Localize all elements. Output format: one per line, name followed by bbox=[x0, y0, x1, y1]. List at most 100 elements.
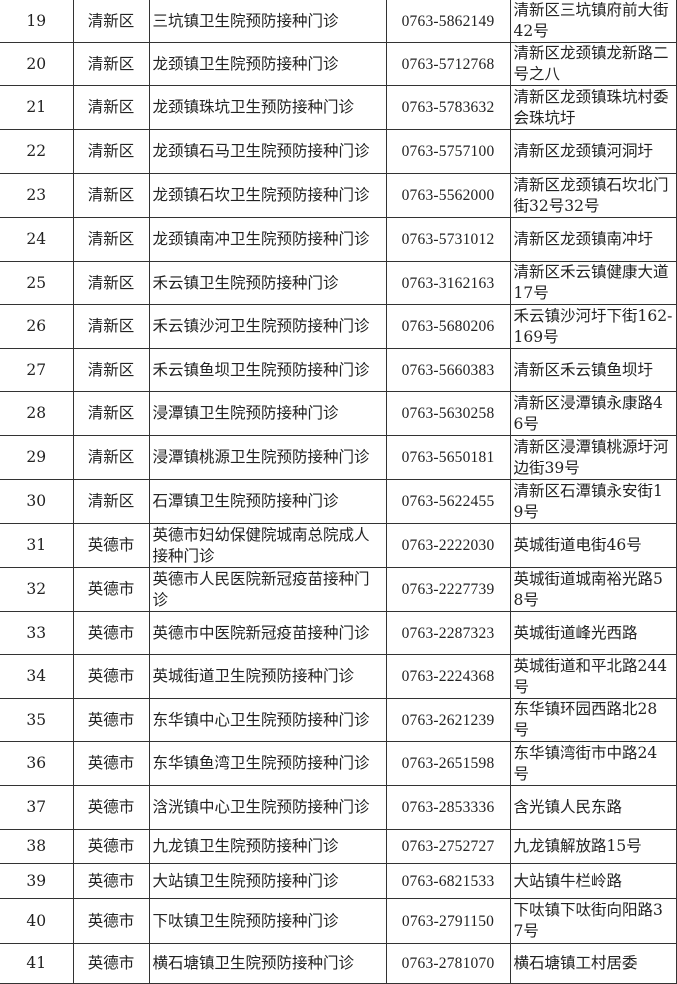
row-number: 35 bbox=[0, 698, 74, 742]
phone-cell: 0763-5862149 bbox=[385, 0, 511, 43]
clinic-name-cell: 龙颈镇珠坑卫生预防接种门诊 bbox=[148, 85, 387, 130]
district-cell: 清新区 bbox=[72, 348, 150, 392]
address-cell: 清新区浸潭镇桃源圩河边街39号 bbox=[509, 435, 677, 480]
row-number: 25 bbox=[0, 261, 74, 305]
address-cell: 清新区禾云镇鱼坝圩 bbox=[509, 348, 677, 392]
address-cell: 清新区龙颈镇龙新路二号之八 bbox=[509, 42, 677, 86]
address-cell: 英城街道城南裕光路58号 bbox=[509, 567, 677, 612]
table-row: 21 清新区 龙颈镇珠坑卫生预防接种门诊 0763-5783632 清新区龙颈镇珠坑村委… bbox=[0, 85, 677, 130]
table-row: 33 英德市 英德市中医院新冠疫苗接种门诊 0763-2287323 英城街道峰光西路 bbox=[0, 611, 677, 655]
row-number: 28 bbox=[0, 391, 74, 436]
phone-cell: 0763-2222030 bbox=[385, 523, 511, 568]
row-number: 31 bbox=[0, 523, 74, 568]
clinic-name-cell: 浸潭镇卫生院预防接种门诊 bbox=[148, 391, 387, 436]
address-cell: 英城街道电街46号 bbox=[509, 523, 677, 568]
row-number: 40 bbox=[0, 898, 74, 944]
clinic-name-cell: 英德市妇幼保健院城南总院成人接种门诊 bbox=[148, 523, 387, 568]
phone-cell: 0763-2791150 bbox=[385, 898, 511, 944]
district-cell: 英德市 bbox=[72, 898, 150, 944]
table-row: 20 清新区 龙颈镇卫生院预防接种门诊 0763-5712768 清新区龙颈镇龙新路二号… bbox=[0, 42, 677, 86]
district-cell: 清新区 bbox=[72, 42, 150, 86]
row-number: 24 bbox=[0, 217, 74, 262]
row-number: 27 bbox=[0, 348, 74, 392]
district-cell: 英德市 bbox=[72, 654, 150, 699]
table-row: 25 清新区 禾云镇卫生院预防接种门诊 0763-3162163 清新区禾云镇健康大道1… bbox=[0, 261, 677, 305]
district-cell: 清新区 bbox=[72, 304, 150, 349]
address-cell: 下呔镇下呔街向阳路37号 bbox=[509, 898, 677, 944]
clinic-name-cell: 石潭镇卫生院预防接种门诊 bbox=[148, 479, 387, 524]
clinic-name-cell: 东华镇鱼湾卫生院预防接种门诊 bbox=[148, 741, 387, 786]
address-cell: 大站镇牛栏岭路 bbox=[509, 863, 677, 899]
row-number: 38 bbox=[0, 829, 74, 864]
district-cell: 清新区 bbox=[72, 435, 150, 480]
address-cell: 英城街道和平北路244号 bbox=[509, 654, 677, 699]
row-number: 26 bbox=[0, 304, 74, 349]
clinic-name-cell: 大站镇卫生院预防接种门诊 bbox=[148, 863, 387, 899]
address-cell: 清新区三坑镇府前大街42号 bbox=[509, 0, 677, 43]
clinic-name-cell: 禾云镇沙河卫生院预防接种门诊 bbox=[148, 304, 387, 349]
table-row: 27 清新区 禾云镇鱼坝卫生院预防接种门诊 0763-5660383 清新区禾云镇鱼坝圩 bbox=[0, 348, 677, 392]
phone-cell: 0763-2752727 bbox=[385, 829, 511, 864]
table-row: 38 英德市 九龙镇卫生院预防接种门诊 0763-2752727 九龙镇解放路15号 bbox=[0, 829, 677, 864]
clinic-name-cell: 三坑镇卫生院预防接种门诊 bbox=[148, 0, 387, 43]
district-cell: 英德市 bbox=[72, 829, 150, 864]
phone-cell: 0763-5562000 bbox=[385, 173, 511, 218]
clinic-name-cell: 禾云镇卫生院预防接种门诊 bbox=[148, 261, 387, 305]
table-row: 40 英德市 下呔镇卫生院预防接种门诊 0763-2791150 下呔镇下呔街向阳路37… bbox=[0, 898, 677, 944]
table-row: 30 清新区 石潭镇卫生院预防接种门诊 0763-5622455 清新区石潭镇永安街19… bbox=[0, 479, 677, 524]
phone-cell: 0763-2781070 bbox=[385, 943, 511, 984]
district-cell: 清新区 bbox=[72, 479, 150, 524]
row-number: 23 bbox=[0, 173, 74, 218]
phone-cell: 0763-5680206 bbox=[385, 304, 511, 349]
row-number: 19 bbox=[0, 0, 74, 43]
clinic-name-cell: 东华镇中心卫生院预防接种门诊 bbox=[148, 698, 387, 742]
table-row: 36 英德市 东华镇鱼湾卫生院预防接种门诊 0763-2651598 东华镇湾街市中路2… bbox=[0, 741, 677, 786]
phone-cell: 0763-2651598 bbox=[385, 741, 511, 786]
table-row: 24 清新区 龙颈镇南冲卫生院预防接种门诊 0763-5731012 清新区龙颈镇南冲圩 bbox=[0, 217, 677, 262]
district-cell: 英德市 bbox=[72, 863, 150, 899]
phone-cell: 0763-5757100 bbox=[385, 129, 511, 174]
row-number: 37 bbox=[0, 785, 74, 830]
row-number: 39 bbox=[0, 863, 74, 899]
clinic-name-cell: 英城街道卫生院预防接种门诊 bbox=[148, 654, 387, 699]
row-number: 29 bbox=[0, 435, 74, 480]
phone-cell: 0763-2853336 bbox=[385, 785, 511, 830]
clinic-name-cell: 英德市人民医院新冠疫苗接种门诊 bbox=[148, 567, 387, 612]
table-row: 32 英德市 英德市人民医院新冠疫苗接种门诊 0763-2227739 英城街道城南裕光… bbox=[0, 567, 677, 612]
address-cell: 清新区禾云镇健康大道17号 bbox=[509, 261, 677, 305]
table-row: 26 清新区 禾云镇沙河卫生院预防接种门诊 0763-5680206 禾云镇沙河圩下街1… bbox=[0, 304, 677, 349]
phone-cell: 0763-2224368 bbox=[385, 654, 511, 699]
phone-cell: 0763-2621239 bbox=[385, 698, 511, 742]
phone-cell: 0763-6821533 bbox=[385, 863, 511, 899]
row-number: 22 bbox=[0, 129, 74, 174]
clinic-name-cell: 禾云镇鱼坝卫生院预防接种门诊 bbox=[148, 348, 387, 392]
table-row: 23 清新区 龙颈镇石坎卫生院预防接种门诊 0763-5562000 清新区龙颈镇石坎北… bbox=[0, 173, 677, 218]
row-number: 36 bbox=[0, 741, 74, 786]
district-cell: 英德市 bbox=[72, 523, 150, 568]
row-number: 32 bbox=[0, 567, 74, 612]
district-cell: 清新区 bbox=[72, 0, 150, 43]
phone-cell: 0763-5660383 bbox=[385, 348, 511, 392]
row-number: 41 bbox=[0, 943, 74, 984]
clinic-name-cell: 龙颈镇石坎卫生院预防接种门诊 bbox=[148, 173, 387, 218]
clinic-name-cell: 龙颈镇卫生院预防接种门诊 bbox=[148, 42, 387, 86]
clinic-name-cell: 横石塘镇卫生院预防接种门诊 bbox=[148, 943, 387, 984]
district-cell: 英德市 bbox=[72, 611, 150, 655]
district-cell: 英德市 bbox=[72, 567, 150, 612]
clinic-name-cell: 龙颈镇石马卫生院预防接种门诊 bbox=[148, 129, 387, 174]
phone-cell: 0763-2287323 bbox=[385, 611, 511, 655]
phone-cell: 0763-5731012 bbox=[385, 217, 511, 262]
row-number: 30 bbox=[0, 479, 74, 524]
address-cell: 清新区龙颈镇石坎北门街32号32号 bbox=[509, 173, 677, 218]
address-cell: 清新区龙颈镇珠坑村委会珠坑圩 bbox=[509, 85, 677, 130]
clinic-name-cell: 九龙镇卫生院预防接种门诊 bbox=[148, 829, 387, 864]
row-number: 33 bbox=[0, 611, 74, 655]
district-cell: 英德市 bbox=[72, 785, 150, 830]
table-row: 37 英德市 浛洸镇中心卫生院预防接种门诊 0763-2853336 含光镇人民东路 bbox=[0, 785, 677, 830]
table-row: 34 英德市 英城街道卫生院预防接种门诊 0763-2224368 英城街道和平北路24… bbox=[0, 654, 677, 699]
clinic-name-cell: 英德市中医院新冠疫苗接种门诊 bbox=[148, 611, 387, 655]
phone-cell: 0763-5712768 bbox=[385, 42, 511, 86]
phone-cell: 0763-5622455 bbox=[385, 479, 511, 524]
clinic-name-cell: 浛洸镇中心卫生院预防接种门诊 bbox=[148, 785, 387, 830]
phone-cell: 0763-5630258 bbox=[385, 391, 511, 436]
